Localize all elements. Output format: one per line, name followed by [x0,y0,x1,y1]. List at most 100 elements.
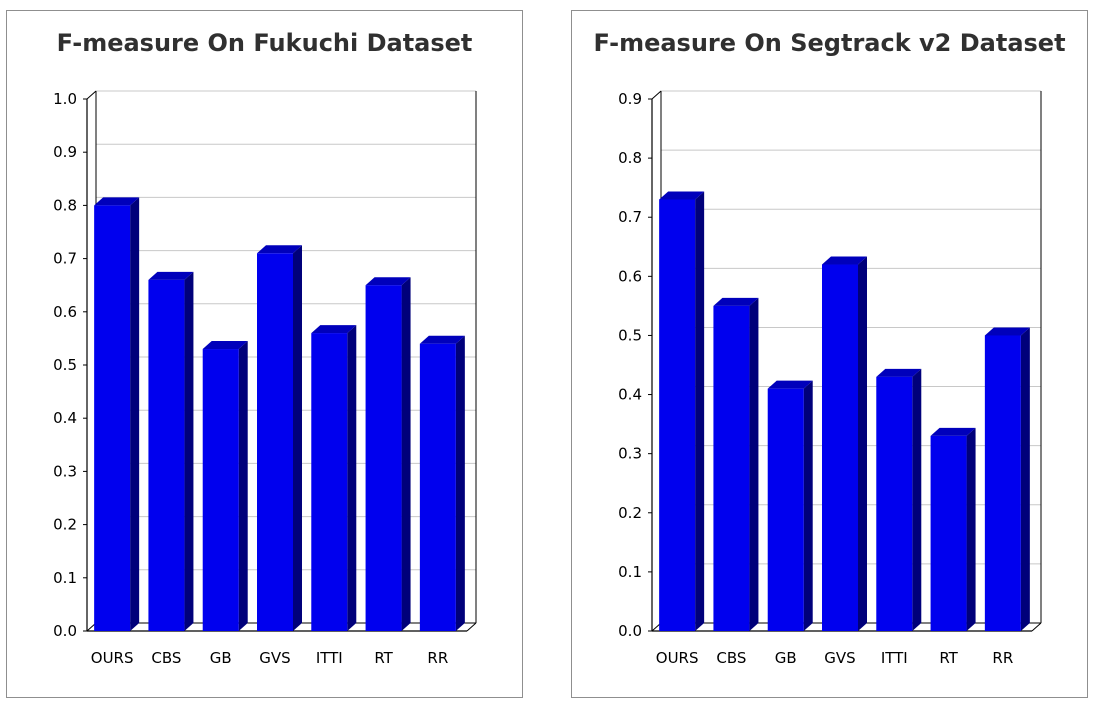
bar-side [401,277,411,631]
bar-front [419,343,456,631]
floor-right-edge [466,622,477,632]
x-category-label: GVS [824,649,855,667]
bar-top [94,197,140,206]
y-tick-label: 0.0 [53,622,77,640]
bar-top [876,368,922,377]
bar-side [293,245,302,631]
bar-gb [767,380,813,631]
x-category-label: RR [992,649,1013,667]
bar-front [876,376,913,631]
bar-cbs [713,297,759,631]
bar-itti [311,325,357,631]
bar-rr [984,327,1030,631]
bar-top [311,325,357,334]
bar-front [930,435,967,631]
bar-top [202,341,248,350]
bar-side [455,335,465,631]
y-tick-label: 0.1 [618,563,642,581]
bar-front [659,199,696,631]
y-tick-label: 0.5 [618,326,642,344]
x-category-label: ITTI [316,649,343,667]
y-tick-label: 0.8 [53,196,77,214]
bar-ours [94,197,140,631]
bar-front [984,335,1021,631]
x-category-label: GB [775,649,797,667]
bar-side [858,256,867,631]
x-category-label: OURS [656,649,699,667]
bar-front [148,279,185,631]
bar-top [767,380,813,389]
bar-side [347,325,357,631]
bar-front [311,333,348,631]
x-category-label: GVS [259,649,290,667]
bar-side [966,427,976,631]
bar-top [930,427,976,436]
y-tick-label: 0.4 [618,386,642,404]
y-tick-label: 0.7 [53,250,77,268]
y-tick-label: 0.6 [53,303,77,321]
bar-chart-fukuchi: 0.0 0.1 0.2 0.3 0.4 0.5 0.6 0.7 0.8 0.9 1.0 OURS CBS… [53,90,477,667]
bar-gb [202,341,248,631]
bar-itti [876,368,922,631]
chart-title: F-measure On Fukuchi Dataset [56,29,473,57]
x-category-label: ITTI [881,649,908,667]
axis-depth-top [651,90,662,100]
y-tick-label: 0.7 [618,208,642,226]
bar-side [912,368,922,631]
x-category-label: RT [939,649,958,667]
chart-title: F-measure On Segtrack v2 Dataset [593,29,1066,57]
bar-rt [930,427,976,631]
bar-top [365,277,411,286]
floor-right-edge [1031,622,1042,632]
y-tick-label: 0.0 [618,622,642,640]
y-tick-label: 0.6 [618,267,642,285]
bar-rr [419,335,465,631]
bar-side [130,197,140,631]
bar-ours [659,191,705,631]
bar-side [749,297,759,631]
chart-panel-segtrack: F-measure On Segtrack v2 Dataset 0.0 0.1 0… [571,10,1088,698]
bar-side [695,191,705,631]
bar-gvs [257,245,302,631]
y-tick-label: 0.8 [618,149,642,167]
bar-top [822,256,867,265]
bar-front [257,253,293,631]
bar-side [803,380,813,631]
y-tick-label: 0.9 [53,143,77,161]
x-category-label: CBS [716,649,746,667]
y-tick-label: 0.2 [53,516,77,534]
y-tick-label: 0.3 [53,462,77,480]
y-tick-label: 0.5 [53,356,77,374]
bar-front [822,264,858,631]
y-tick-label: 1.0 [53,90,77,108]
x-category-label: GB [210,649,232,667]
bar-side [1020,327,1030,631]
bar-front [713,305,750,631]
bar-front [202,349,239,631]
bar-top [659,191,705,200]
chart-panel-fukuchi: F-measure On Fukuchi Dataset 0.0 0.1 0.2 0.… [6,10,523,698]
bar-cbs [148,271,194,631]
x-category-label: RR [427,649,448,667]
bar-side [184,271,194,631]
x-category-label: OURS [91,649,134,667]
bar-top [984,327,1030,336]
bar-front [767,388,804,631]
bar-side [238,341,248,631]
bar-chart-segtrack: 0.0 0.1 0.2 0.3 0.4 0.5 0.6 0.7 0.8 0.9 OURS CBS GB G… [618,90,1042,667]
x-category-label: CBS [151,649,181,667]
x-category-label: RT [374,649,393,667]
bar-gvs [822,256,867,631]
bar-top [419,335,465,344]
axis-depth-top [86,90,97,100]
bar-front [365,285,402,631]
y-tick-label: 0.9 [618,90,642,108]
y-tick-label: 0.4 [53,409,77,427]
bar-rt [365,277,411,631]
bar-top [148,271,194,280]
bar-top [713,297,759,306]
y-tick-label: 0.2 [618,504,642,522]
bar-top [257,245,302,254]
bar-front [94,205,131,631]
y-tick-label: 0.3 [618,445,642,463]
